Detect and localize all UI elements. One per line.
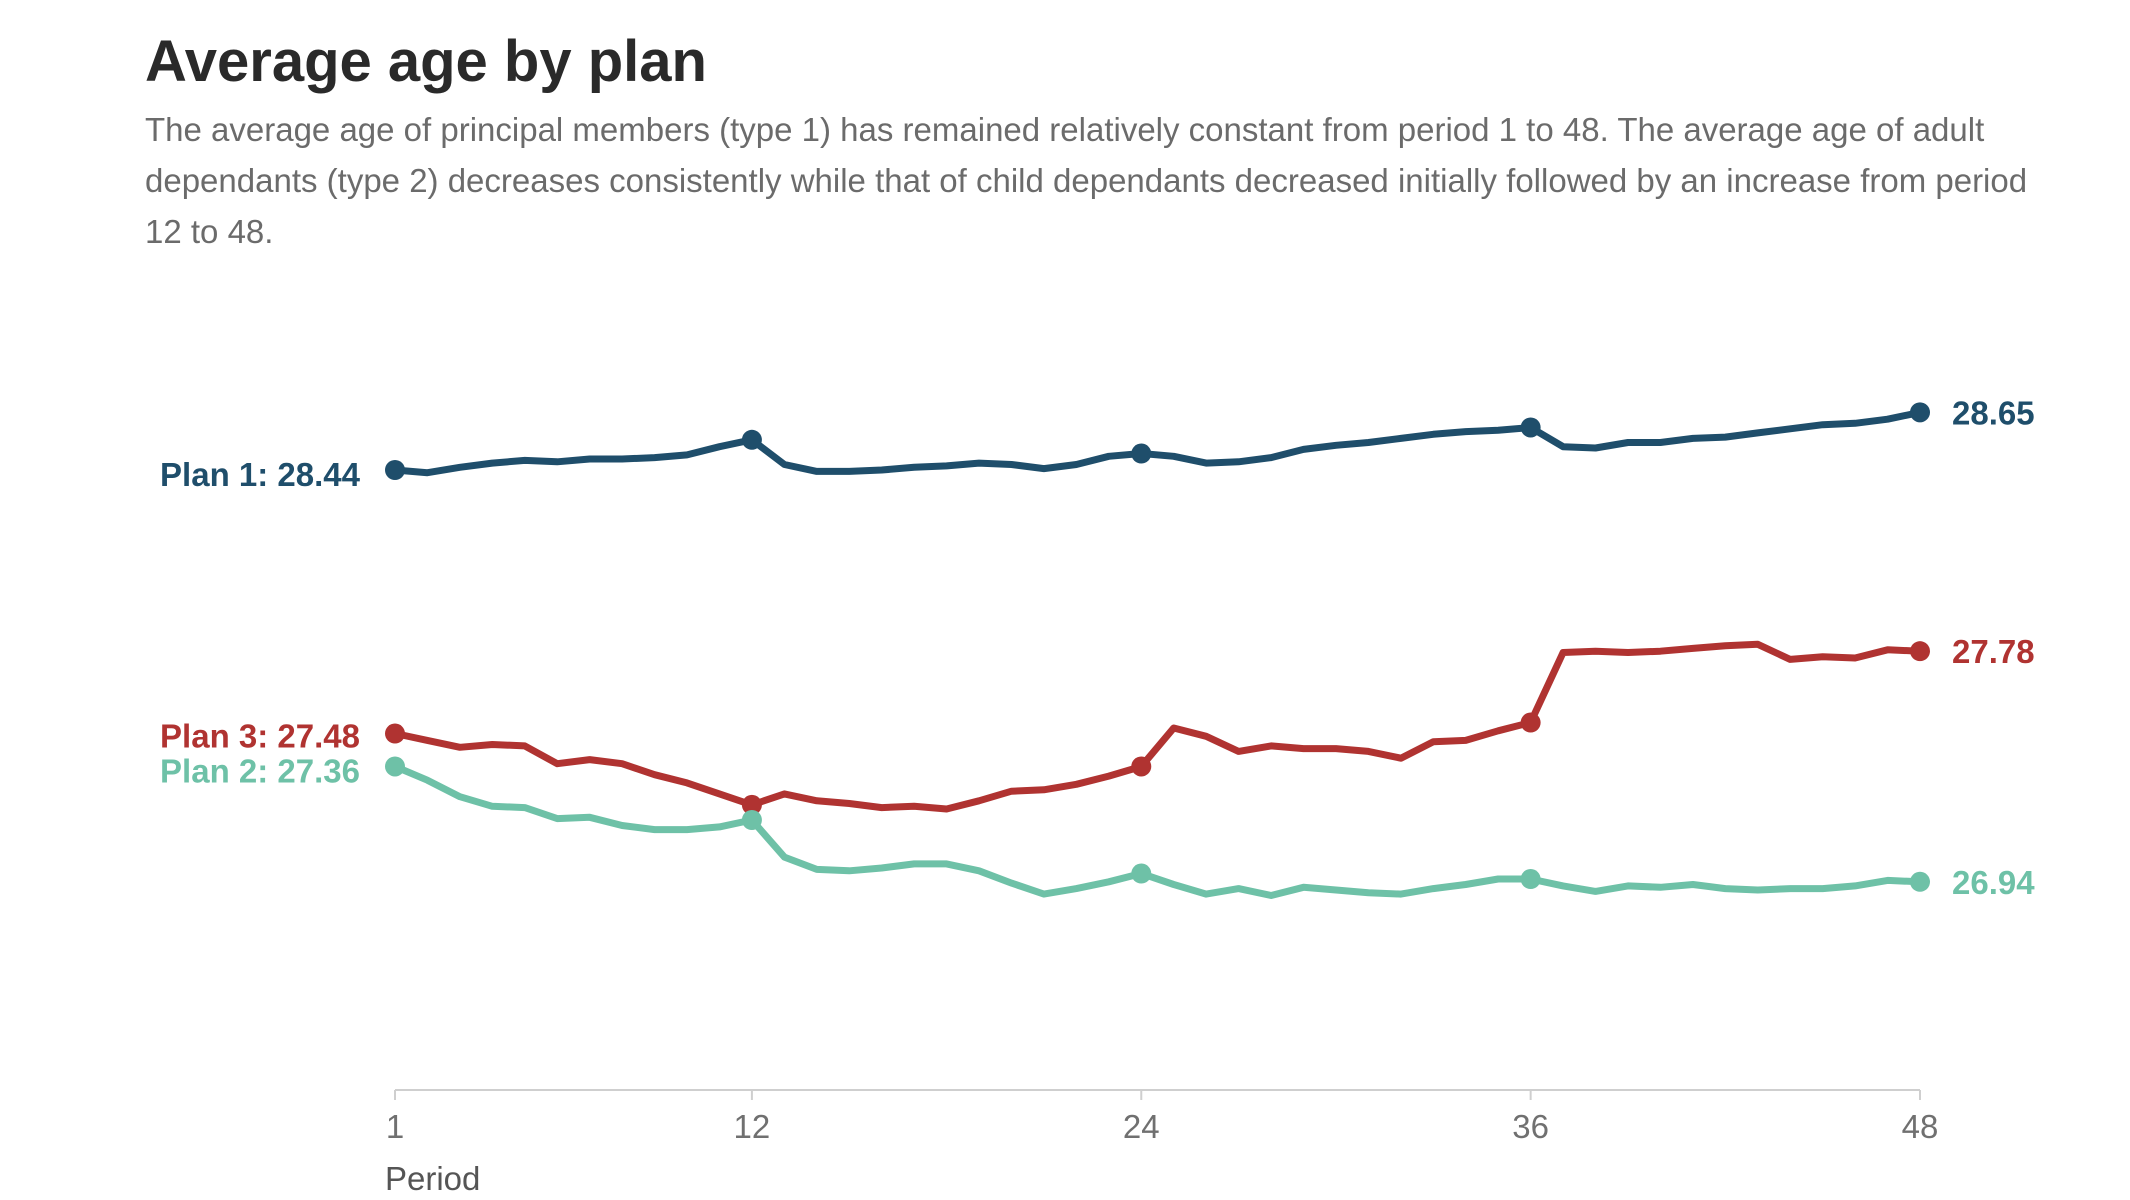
x-tick-label: 24 xyxy=(1123,1108,1160,1145)
x-axis-title: Period xyxy=(385,1160,480,1197)
data-point-plan-3 xyxy=(1520,712,1541,733)
data-point-plan-3 xyxy=(1910,641,1930,662)
series-line-plan-2 xyxy=(391,763,1924,899)
data-point-plan-1 xyxy=(1910,402,1930,423)
end-label-plan-3: 27.78 xyxy=(1952,633,2035,670)
series-plan-1 xyxy=(385,402,1930,480)
series-layer xyxy=(385,402,1930,899)
x-tick-label: 36 xyxy=(1512,1108,1549,1145)
data-point-plan-1 xyxy=(741,429,762,450)
data-point-plan-1 xyxy=(385,460,405,480)
end-label-plan-1: 28.65 xyxy=(1952,394,2035,431)
end-label-plan-2: 26.94 xyxy=(1952,864,2035,901)
data-point-plan-2 xyxy=(385,756,405,777)
start-label-plan-3: Plan 3: 27.48 xyxy=(160,718,360,755)
data-point-plan-2 xyxy=(741,810,762,830)
data-point-plan-2 xyxy=(1520,869,1541,890)
start-label-plan-1: Plan 1: 28.44 xyxy=(160,456,361,493)
series-plan-3 xyxy=(385,640,1930,815)
x-axis: Period 1 12 24 36 48 xyxy=(385,1089,1939,1197)
data-point-plan-3 xyxy=(741,794,762,815)
data-point-plan-2 xyxy=(1131,863,1152,884)
start-label-plan-2: Plan 2: 27.36 xyxy=(160,752,360,789)
data-point-plan-3 xyxy=(385,723,405,744)
chart-subtitle: The average age of principal members (ty… xyxy=(145,111,2028,250)
series-plan-2 xyxy=(385,756,1930,899)
data-point-plan-1 xyxy=(1520,417,1541,438)
data-point-plan-2 xyxy=(1910,871,1930,892)
x-tick-label: 1 xyxy=(386,1108,404,1145)
data-point-plan-3 xyxy=(1131,756,1152,777)
data-point-plan-1 xyxy=(1131,443,1152,464)
x-tick-label: 12 xyxy=(734,1108,771,1145)
series-line-plan-3 xyxy=(391,640,1924,813)
series-line-plan-1 xyxy=(391,408,1924,477)
chart-title: Average age by plan xyxy=(145,29,707,94)
label-layer: Plan 1: 28.44 28.65 Plan 3: 27.48 27.78 Plan… xyxy=(160,394,2035,900)
x-tick-label: 48 xyxy=(1902,1108,1939,1145)
